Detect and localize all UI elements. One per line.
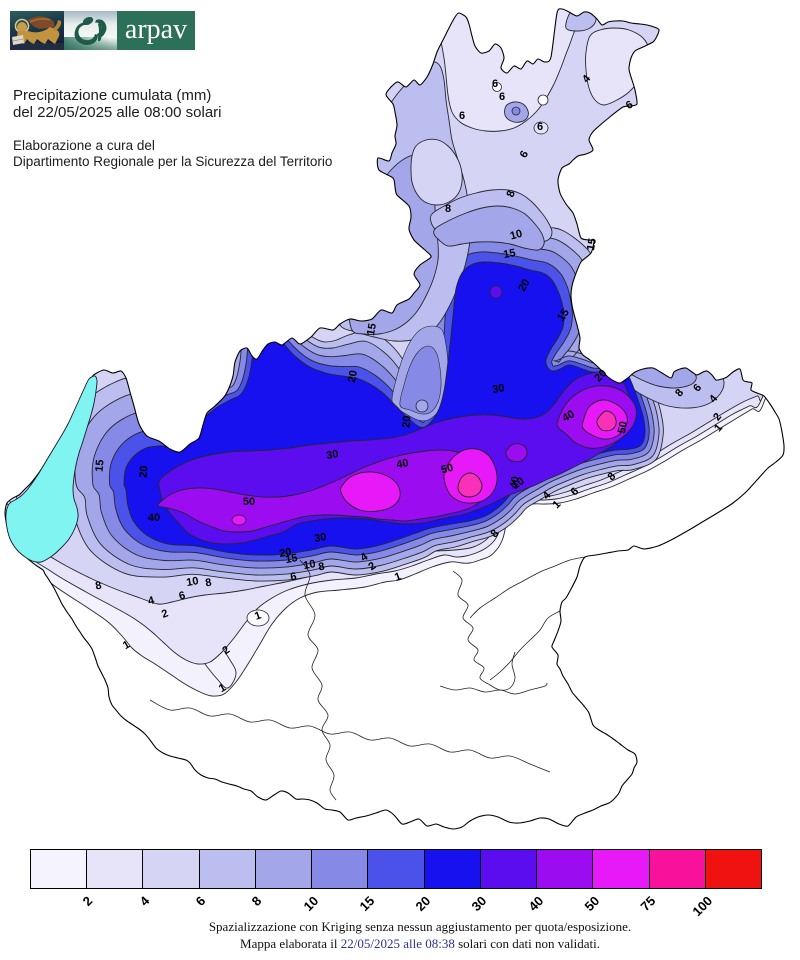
- svg-text:1: 1: [217, 682, 228, 695]
- svg-text:15: 15: [365, 322, 379, 336]
- svg-text:8: 8: [94, 580, 102, 593]
- svg-text:6: 6: [492, 78, 498, 90]
- svg-text:40: 40: [508, 475, 522, 489]
- svg-text:20: 20: [516, 277, 533, 294]
- svg-text:6: 6: [459, 110, 465, 122]
- svg-text:10: 10: [510, 475, 527, 492]
- svg-text:50: 50: [440, 462, 455, 477]
- svg-text:6: 6: [289, 571, 297, 584]
- svg-text:15: 15: [502, 247, 516, 261]
- svg-text:50: 50: [616, 420, 630, 434]
- svg-text:10: 10: [185, 575, 199, 589]
- svg-text:1: 1: [121, 639, 132, 652]
- svg-text:40: 40: [560, 408, 577, 425]
- svg-text:1: 1: [253, 609, 263, 622]
- svg-text:15: 15: [555, 307, 572, 324]
- svg-text:4: 4: [147, 594, 157, 607]
- svg-text:6: 6: [518, 149, 531, 160]
- svg-text:15: 15: [284, 552, 298, 566]
- svg-text:20: 20: [278, 546, 292, 560]
- svg-text:20: 20: [138, 465, 151, 478]
- svg-text:2: 2: [160, 607, 170, 620]
- svg-text:30: 30: [325, 448, 339, 462]
- svg-text:6: 6: [537, 121, 543, 133]
- svg-text:8: 8: [445, 203, 451, 215]
- svg-text:20: 20: [346, 369, 360, 383]
- svg-text:50: 50: [243, 496, 255, 508]
- svg-text:30: 30: [313, 531, 327, 545]
- svg-text:15: 15: [585, 237, 599, 251]
- svg-text:10: 10: [302, 558, 316, 572]
- svg-text:40: 40: [148, 512, 160, 524]
- svg-text:8: 8: [317, 561, 325, 574]
- svg-text:2: 2: [220, 644, 232, 657]
- svg-text:10: 10: [509, 228, 524, 243]
- svg-text:8: 8: [204, 577, 212, 590]
- svg-text:6: 6: [499, 91, 505, 103]
- svg-text:8: 8: [504, 189, 517, 199]
- svg-text:15: 15: [94, 459, 107, 472]
- svg-text:30: 30: [491, 382, 505, 396]
- svg-text:2: 2: [366, 560, 378, 573]
- svg-text:6: 6: [178, 590, 187, 603]
- svg-text:1: 1: [393, 570, 403, 583]
- svg-text:40: 40: [395, 457, 409, 471]
- svg-text:20: 20: [401, 415, 414, 428]
- svg-text:6: 6: [624, 99, 635, 112]
